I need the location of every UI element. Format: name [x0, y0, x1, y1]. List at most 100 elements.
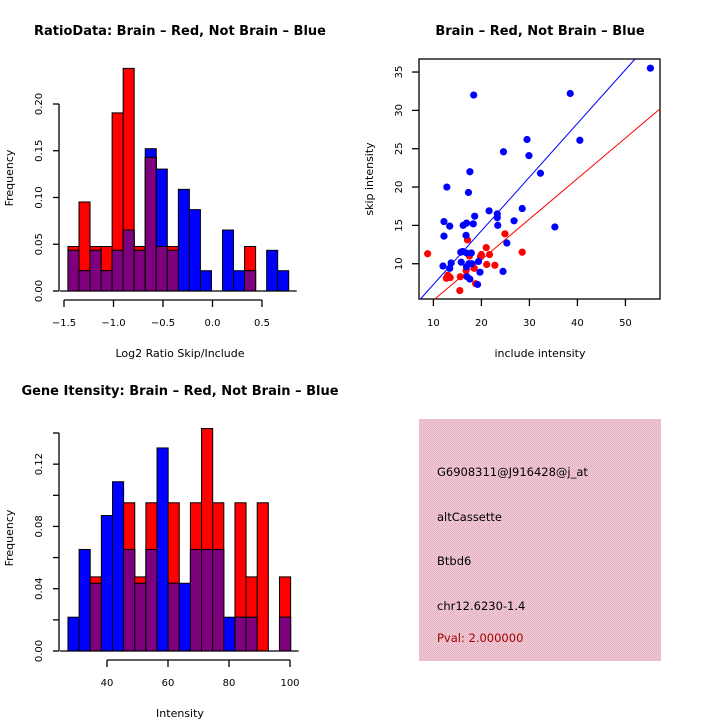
brain-point	[424, 250, 432, 258]
not-brain-point	[473, 280, 482, 289]
histogram-bar-not-brain	[100, 515, 113, 652]
gene-intensity-histogram-panel: Gene Itensity: Brain – Red, Not Brain – …	[3, 384, 339, 720]
info-panel-background	[419, 419, 661, 661]
x-tick-label: 0.5	[254, 318, 270, 329]
histogram-bar-overlap	[244, 270, 257, 292]
histogram-bar-overlap	[133, 249, 146, 292]
not-brain-point	[439, 262, 447, 270]
x-tick-label: 40	[101, 678, 114, 689]
brain-point	[518, 248, 526, 256]
x-tick-label: 20	[475, 318, 488, 329]
histogram-bar-not-brain	[156, 447, 169, 652]
x-tick-label: −0.5	[151, 318, 175, 329]
gene-name-text: Btbd6	[437, 554, 471, 568]
brain-point	[485, 250, 494, 259]
histogram-bar-not-brain	[233, 270, 246, 292]
not-brain-point	[468, 260, 476, 268]
brain-point	[477, 250, 486, 259]
histogram-bar-overlap	[67, 249, 80, 292]
not-brain-point	[493, 214, 501, 222]
histogram-bar-not-brain	[199, 270, 212, 292]
not-brain-point	[469, 220, 477, 228]
y-tick-label: 0.00	[34, 640, 45, 662]
histogram-bar-overlap	[89, 249, 102, 292]
scatter-title: Brain – Red, Not Brain – Blue	[435, 24, 644, 39]
gene-histogram-title: Gene Itensity: Brain – Red, Not Brain – …	[21, 384, 338, 399]
y-tick-label: 10	[394, 257, 405, 270]
x-tick-label: 40	[571, 318, 584, 329]
not-brain-point	[471, 212, 479, 220]
not-brain-point	[464, 188, 473, 197]
x-tick-label: −1.0	[101, 318, 125, 329]
brain-point	[501, 230, 509, 238]
histogram-bar-not-brain	[78, 548, 91, 652]
histogram-bar-overlap	[189, 548, 203, 652]
scatter-fit-lines	[420, 58, 661, 300]
event-type-text: altCassette	[437, 510, 502, 524]
histogram-bar-overlap	[145, 548, 158, 652]
histogram-bar-not-brain	[221, 229, 235, 292]
y-tick-label: 0.15	[34, 140, 45, 162]
x-tick-label: 60	[162, 678, 175, 689]
histogram-bar-overlap	[278, 616, 292, 652]
histogram-bar-brain	[256, 502, 269, 652]
histogram-bar-overlap	[234, 616, 247, 652]
x-tick-label: 100	[280, 678, 299, 689]
intensity-scatter-panel: Brain – Red, Not Brain – Blue 10 20 30 40 50…	[363, 24, 661, 360]
not-brain-point	[499, 267, 507, 275]
y-tick-label: 25	[394, 142, 405, 155]
not-brain-point	[566, 89, 574, 98]
histogram-bar-not-brain	[223, 616, 236, 652]
gene-histogram-x-label: Intensity	[156, 707, 204, 720]
y-tick-label: 30	[394, 104, 405, 117]
scatter-plot-frame	[418, 58, 661, 300]
histogram-bar-not-brain	[266, 249, 279, 292]
histogram-bar-overlap	[201, 548, 214, 652]
not-brain-point	[494, 221, 502, 229]
y-tick-label: 0.00	[34, 280, 45, 302]
not-brain-point	[510, 217, 518, 225]
y-tick-label: 0.08	[34, 515, 45, 537]
not-brain-fit-line	[420, 58, 636, 300]
brain-point	[491, 261, 499, 269]
y-tick-label: 0.04	[34, 578, 45, 600]
gene-histogram-y-label: Frequency	[3, 509, 16, 566]
not-brain-point	[447, 259, 455, 267]
gene-histogram-y-axis: 0.00 0.04 0.08 0.12	[34, 432, 60, 662]
not-brain-point	[457, 258, 465, 266]
pval-text: Pval: 2.000000	[437, 631, 523, 645]
not-brain-point	[551, 223, 559, 231]
not-brain-point	[466, 168, 474, 176]
location-text: chr12.6230-1.4	[437, 599, 525, 613]
ratio-histogram-x-label: Log2 Ratio Skip/Include	[115, 347, 244, 360]
not-brain-point	[467, 249, 475, 257]
scatter-x-axis: 10 20 30 40 50	[427, 299, 632, 329]
y-tick-label: 35	[394, 66, 405, 79]
ratio-histogram-title: RatioData: Brain – Red, Not Brain – Blue	[34, 24, 326, 39]
not-brain-point	[518, 204, 526, 213]
not-brain-point	[499, 148, 508, 156]
scatter-x-label: include intensity	[494, 347, 586, 360]
histogram-bar-overlap	[78, 270, 91, 292]
histogram-bar-overlap	[155, 245, 168, 292]
histogram-bar-overlap	[123, 548, 136, 652]
histogram-bar-overlap	[122, 229, 135, 292]
x-tick-label: 0.0	[205, 318, 221, 329]
ratio-histogram-y-axis: 0.00 0.05 0.10 0.15 0.20	[34, 93, 60, 302]
not-brain-point	[470, 91, 478, 99]
not-brain-point	[485, 207, 493, 215]
not-brain-point	[466, 275, 474, 283]
y-tick-label: 15	[394, 219, 405, 232]
x-tick-label: 30	[523, 318, 536, 329]
not-brain-point	[576, 136, 584, 144]
y-tick-label: 20	[394, 181, 405, 194]
histogram-bar-not-brain	[177, 188, 190, 292]
not-brain-point	[523, 135, 531, 144]
y-tick-label: 0.10	[34, 186, 45, 208]
x-tick-label: 50	[619, 318, 632, 329]
gene-histogram-bars	[59, 427, 299, 652]
x-tick-label: −1.5	[52, 318, 76, 329]
scatter-y-axis: 10 15 20 25 30 35	[394, 66, 419, 270]
scatter-points	[424, 64, 654, 295]
